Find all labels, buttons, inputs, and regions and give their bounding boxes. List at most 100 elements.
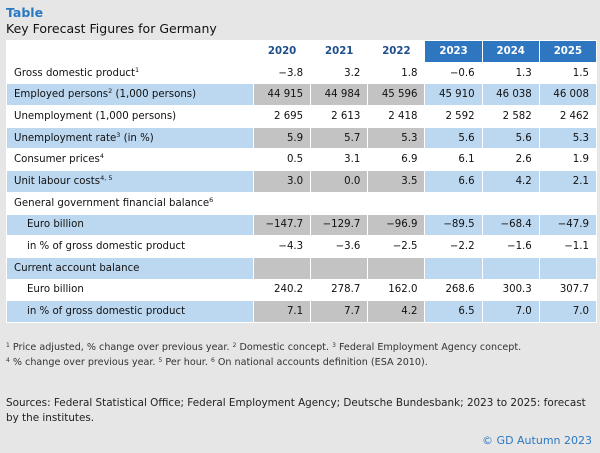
value-cell-2025: 7.0 — [538, 300, 598, 323]
value-cell-2024: 1.3 — [481, 61, 540, 85]
value-cell-2023: 6.6 — [424, 170, 483, 193]
footnotes: 1 Price adjusted, % change over previous… — [6, 340, 521, 370]
value-cell-2020: −3.8 — [252, 61, 312, 85]
row-label: Euro billion — [6, 278, 254, 302]
footnotes-line-1: 1 Price adjusted, % change over previous… — [6, 340, 521, 355]
value-cell-2022: 1.8 — [367, 61, 426, 85]
value-cell-2021: 2 613 — [310, 105, 369, 128]
value-cell-2025: 307.7 — [538, 278, 598, 302]
row-label-text: Euro billion — [27, 219, 84, 231]
year-header-2025: 2025 — [538, 40, 598, 63]
value-cell-2021 — [310, 256, 369, 280]
value-cell-2025: 5.3 — [538, 126, 598, 150]
value-cell-2022: −96.9 — [367, 213, 426, 237]
footnote-text: Domestic concept. — [236, 342, 333, 353]
value-cell-2021: 3.2 — [310, 61, 369, 85]
row-label-text: Gross domestic product — [14, 67, 135, 79]
value-cell-2021: −129.7 — [310, 213, 369, 237]
value-cell-2024: 300.3 — [481, 278, 540, 302]
value-cell-2024: 2 582 — [481, 105, 540, 128]
row-label: Euro billion — [6, 213, 254, 237]
row-label-text: Euro billion — [27, 284, 84, 296]
value-cell-2024: 4.2 — [481, 170, 540, 193]
value-cell-2023: −89.5 — [424, 213, 483, 237]
row-label-text: in % of gross domestic product — [27, 241, 186, 253]
value-cell-2025 — [538, 256, 598, 280]
value-cell-2020 — [252, 191, 312, 215]
value-cell-2025: 2.1 — [538, 170, 598, 193]
value-cell-2024: 5.6 — [481, 126, 540, 150]
row-label-text: Employed persons — [14, 89, 109, 101]
footnote-marker: 1 — [135, 65, 140, 74]
value-cell-2025: −1.1 — [538, 235, 598, 258]
value-cell-2020: 2 695 — [252, 105, 312, 128]
value-cell-2023: −0.6 — [424, 61, 483, 85]
row-label: Employed persons2 (1,000 persons) — [6, 83, 254, 107]
table-row: Consumer prices4 0.5 3.1 6.9 6.1 2.6 1.9 — [6, 148, 598, 172]
value-cell-2025 — [538, 191, 598, 215]
row-label: General government financial balance6 — [6, 191, 254, 215]
forecast-table: 2020 2021 2022 2023 2024 2025 Gross dome… — [6, 40, 598, 323]
footnote-number: 3 — [332, 342, 336, 349]
value-cell-2025: 46 008 — [538, 83, 598, 107]
footnote-marker: 2 — [108, 87, 113, 96]
year-header-2020: 2020 — [252, 40, 312, 63]
value-cell-2025: −47.9 — [538, 213, 598, 237]
value-cell-2023: 6.1 — [424, 148, 483, 172]
table-row: Employed persons2 (1,000 persons) 44 915 4… — [6, 83, 598, 107]
row-label: Unemployment rate3 (in %) — [6, 126, 254, 150]
value-cell-2021: 278.7 — [310, 278, 369, 302]
footnotes-line-2: 4 % change over previous year. 5 Per hou… — [6, 355, 521, 370]
value-cell-2023 — [424, 191, 483, 215]
value-cell-2021 — [310, 191, 369, 215]
value-cell-2022: 6.9 — [367, 148, 426, 172]
footnote-text: On national accounts definition (ESA 201… — [214, 357, 428, 368]
footnote-text: Per hour. — [162, 357, 211, 368]
row-label: Gross domestic product1 — [6, 61, 254, 85]
value-cell-2023 — [424, 256, 483, 280]
value-cell-2023: 45 910 — [424, 83, 483, 107]
table-row: in % of gross domestic product 7.1 7.7 4.2 6… — [6, 300, 598, 323]
row-label-text: in % of gross domestic product — [27, 306, 186, 318]
year-header-2024: 2024 — [481, 40, 540, 63]
value-cell-2022: −2.5 — [367, 235, 426, 258]
header-corner — [6, 40, 254, 63]
table-row: Euro billion −147.7 −129.7 −96.9 −89.5 −68.4−… — [6, 213, 598, 237]
value-cell-2020 — [252, 256, 312, 280]
value-cell-2022: 5.3 — [367, 126, 426, 150]
footnote-marker: 4 — [99, 152, 104, 161]
row-label-unit: (in %) — [120, 132, 154, 144]
table-row: Unit labour costs4, 5 3.0 0.0 3.5 6.6 4.2 2.1 — [6, 170, 598, 193]
footnote-number: 4 — [6, 357, 10, 364]
row-label-text: Unemployment (1,000 persons) — [14, 110, 177, 122]
table-title: Key Forecast Figures for Germany — [6, 21, 217, 36]
value-cell-2024: 7.0 — [481, 300, 540, 323]
value-cell-2024: 2.6 — [481, 148, 540, 172]
row-label-text: Current account balance — [14, 262, 140, 274]
copyright-notice: © GD Autumn 2023 — [482, 434, 592, 447]
value-cell-2025: 1.9 — [538, 148, 598, 172]
row-label-unit: (1,000 persons) — [112, 89, 197, 101]
table-row: General government financial balance6 — [6, 191, 598, 215]
value-cell-2024: −1.6 — [481, 235, 540, 258]
value-cell-2020: 44 915 — [252, 83, 312, 107]
year-header-2022: 2022 — [367, 40, 426, 63]
footnote-marker: 6 — [209, 195, 214, 204]
year-header-2021: 2021 — [310, 40, 369, 63]
value-cell-2021: 5.7 — [310, 126, 369, 150]
value-cell-2024 — [481, 256, 540, 280]
value-cell-2022: 162.0 — [367, 278, 426, 302]
value-cell-2021: −3.6 — [310, 235, 369, 258]
row-label: Unemployment (1,000 persons) — [6, 105, 254, 128]
row-label-text: Unemployment rate — [14, 132, 117, 144]
value-cell-2024: −68.4 — [481, 213, 540, 237]
footnote-text: Price adjusted, % change over previous y… — [9, 342, 233, 353]
value-cell-2020: −4.3 — [252, 235, 312, 258]
value-cell-2025: 2 462 — [538, 105, 598, 128]
value-cell-2022: 4.2 — [367, 300, 426, 323]
row-label: in % of gross domestic product — [6, 235, 254, 258]
table-row: Current account balance — [6, 256, 598, 280]
value-cell-2025: 1.5 — [538, 61, 598, 85]
year-header-2023: 2023 — [424, 40, 483, 63]
value-cell-2022: 3.5 — [367, 170, 426, 193]
